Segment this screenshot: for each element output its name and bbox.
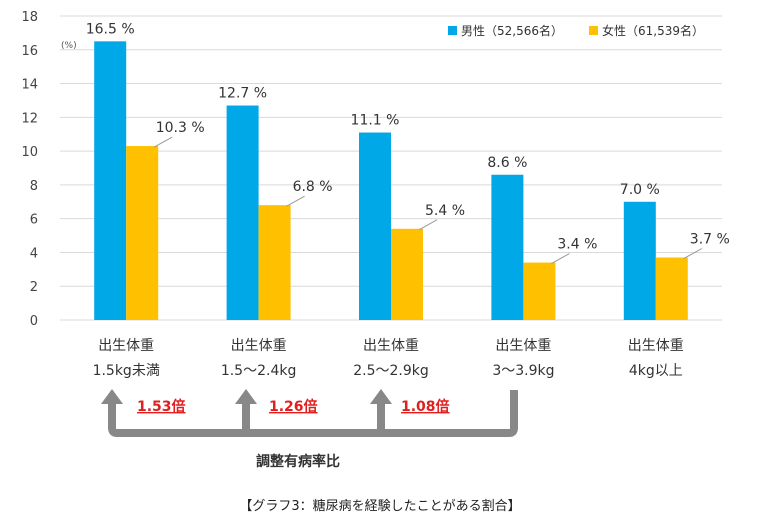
y-tick-label: 8 [30, 179, 38, 194]
bar-male [94, 41, 127, 320]
category-label: 出生体重 [231, 338, 287, 354]
value-label-female: 5.4 % [425, 203, 465, 219]
legend-swatch-male [448, 26, 457, 35]
category-label: 出生体重 [495, 338, 551, 354]
ratio-caption: 調整有病率比 [256, 453, 340, 470]
value-labels: 16.5 % 10.3 % 12.7 % 6.8 % 11.1 % 5.4 % 8.6 % 3… [86, 21, 730, 265]
legend: 男性（52,566名） 女性（61,539名） [448, 23, 704, 38]
value-leader-line [286, 195, 305, 207]
y-tick-label: 18 [21, 10, 38, 25]
ratio-arrowheads [101, 389, 392, 404]
bar-female [523, 262, 556, 320]
value-leader-line [153, 136, 173, 148]
category-label: 出生体重 [363, 338, 419, 354]
bar-male [226, 105, 259, 320]
value-leader-line [551, 253, 570, 265]
bar-female [391, 228, 423, 320]
legend-label-female: 女性（61,539名） [602, 23, 704, 38]
arrowhead-1-icon [101, 389, 123, 404]
bar-female [258, 205, 291, 320]
bar-male [491, 174, 524, 320]
category-label: 出生体重 [628, 338, 684, 354]
value-leader-line [418, 219, 438, 231]
ratio-bracket [108, 390, 518, 437]
legend-label-male: 男性（52,566名） [461, 23, 563, 38]
y-tick-label: 10 [21, 145, 38, 160]
value-leader-line [683, 248, 703, 259]
category-labels: 出生体重1.5kg未満出生体重1.5～2.4kg出生体重2.5～2.9kg出生体… [93, 338, 684, 379]
bar-male [359, 132, 391, 320]
category-label: 出生体重 [98, 338, 154, 354]
y-tick-label: 6 [30, 213, 38, 228]
value-label-female: 3.7 % [690, 232, 730, 248]
y-tick-label: 12 [21, 111, 38, 126]
value-label-female: 6.8 % [293, 179, 333, 195]
ratio-label-3: 1.08倍 [401, 398, 450, 415]
arrowhead-3-icon [370, 389, 392, 404]
y-tick-label: 16 [21, 44, 38, 59]
value-label-female: 3.4 % [557, 237, 597, 253]
value-label-male: 16.5 % [86, 21, 135, 37]
ratio-label-1: 1.53倍 [137, 398, 186, 415]
bar-female [655, 257, 688, 320]
category-label: 2.5～2.9kg [353, 363, 429, 379]
arrowhead-2-icon [235, 389, 257, 404]
y-tick-label: 0 [30, 314, 38, 329]
value-label-female: 10.3 % [156, 120, 205, 136]
bracket-baseline [108, 390, 518, 437]
chart-caption: 【グラフ3：糖尿病を経験したことがある割合】 [239, 498, 520, 514]
category-label: 1.5～2.4kg [221, 363, 297, 379]
bar-male [623, 201, 656, 320]
bar-female [126, 146, 159, 320]
y-axis-ticks: 0 2 4 6 8 10 12 14 16 18 [21, 10, 38, 329]
category-label: 3～3.9kg [492, 363, 554, 379]
value-label-male: 8.6 % [487, 155, 527, 171]
bars [94, 41, 688, 320]
y-tick-label: 4 [30, 246, 38, 261]
y-tick-label: 14 [21, 78, 38, 93]
value-label-male: 12.7 % [218, 86, 267, 102]
y-tick-label: 2 [30, 280, 38, 295]
category-label: 4kg以上 [629, 363, 683, 379]
category-label: 1.5kg未満 [93, 363, 160, 379]
ratio-label-2: 1.26倍 [269, 398, 318, 415]
y-axis-unit: (%) [61, 41, 77, 51]
value-label-male: 7.0 % [620, 182, 660, 198]
legend-swatch-female [589, 26, 598, 35]
value-label-male: 11.1 % [351, 113, 400, 129]
